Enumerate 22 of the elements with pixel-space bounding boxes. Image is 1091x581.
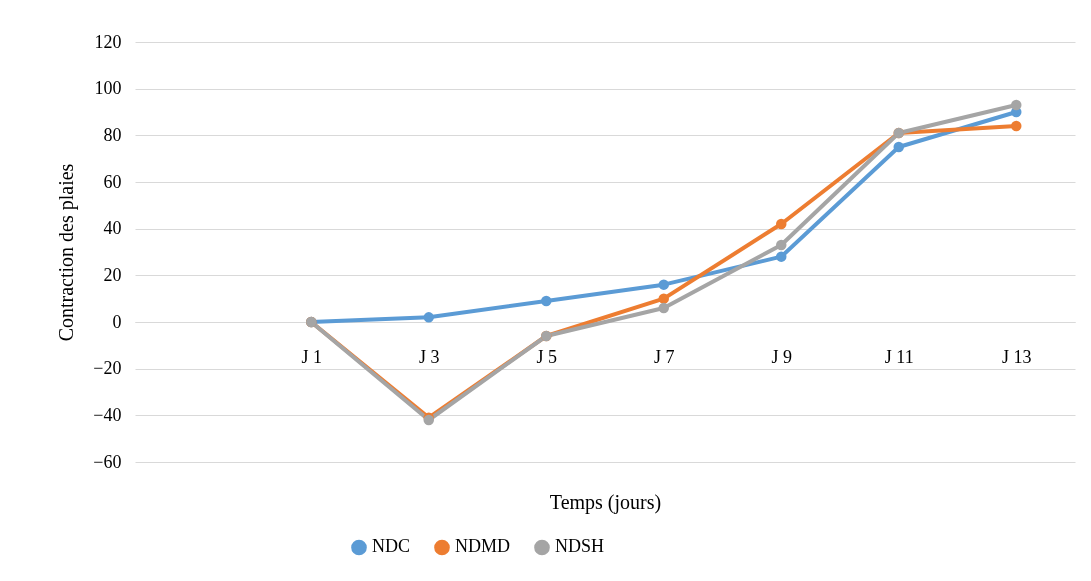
y-tick-label: 40 <box>103 218 122 239</box>
x-tick-label: J 3 <box>418 346 440 367</box>
legend-label: NDSH <box>555 536 605 557</box>
x-tick-label: J 13 <box>1001 346 1032 367</box>
y-tick-label: −40 <box>93 404 122 425</box>
x-tick-label: J 9 <box>771 346 793 367</box>
legend-label: NDC <box>372 536 411 557</box>
y-tick-label: 0 <box>112 311 122 332</box>
y-tick-label: 20 <box>103 264 122 285</box>
x-tick-label: J 11 <box>884 346 914 367</box>
y-tick-label: −20 <box>93 358 122 379</box>
y-axis-title: Contraction des plaies <box>55 163 79 342</box>
y-tick-label: 100 <box>94 78 122 99</box>
x-tick-label: J 7 <box>653 346 675 367</box>
x-tick-label: J 5 <box>536 346 558 367</box>
y-tick-label: 120 <box>94 31 122 52</box>
y-tick-label: 80 <box>103 124 122 145</box>
legend-label: NDMD <box>455 536 511 557</box>
y-tick-label: −60 <box>93 451 122 472</box>
x-axis-title: Temps (jours) <box>549 490 662 514</box>
y-tick-label: 60 <box>103 171 122 192</box>
x-tick-label: J 1 <box>301 346 323 367</box>
